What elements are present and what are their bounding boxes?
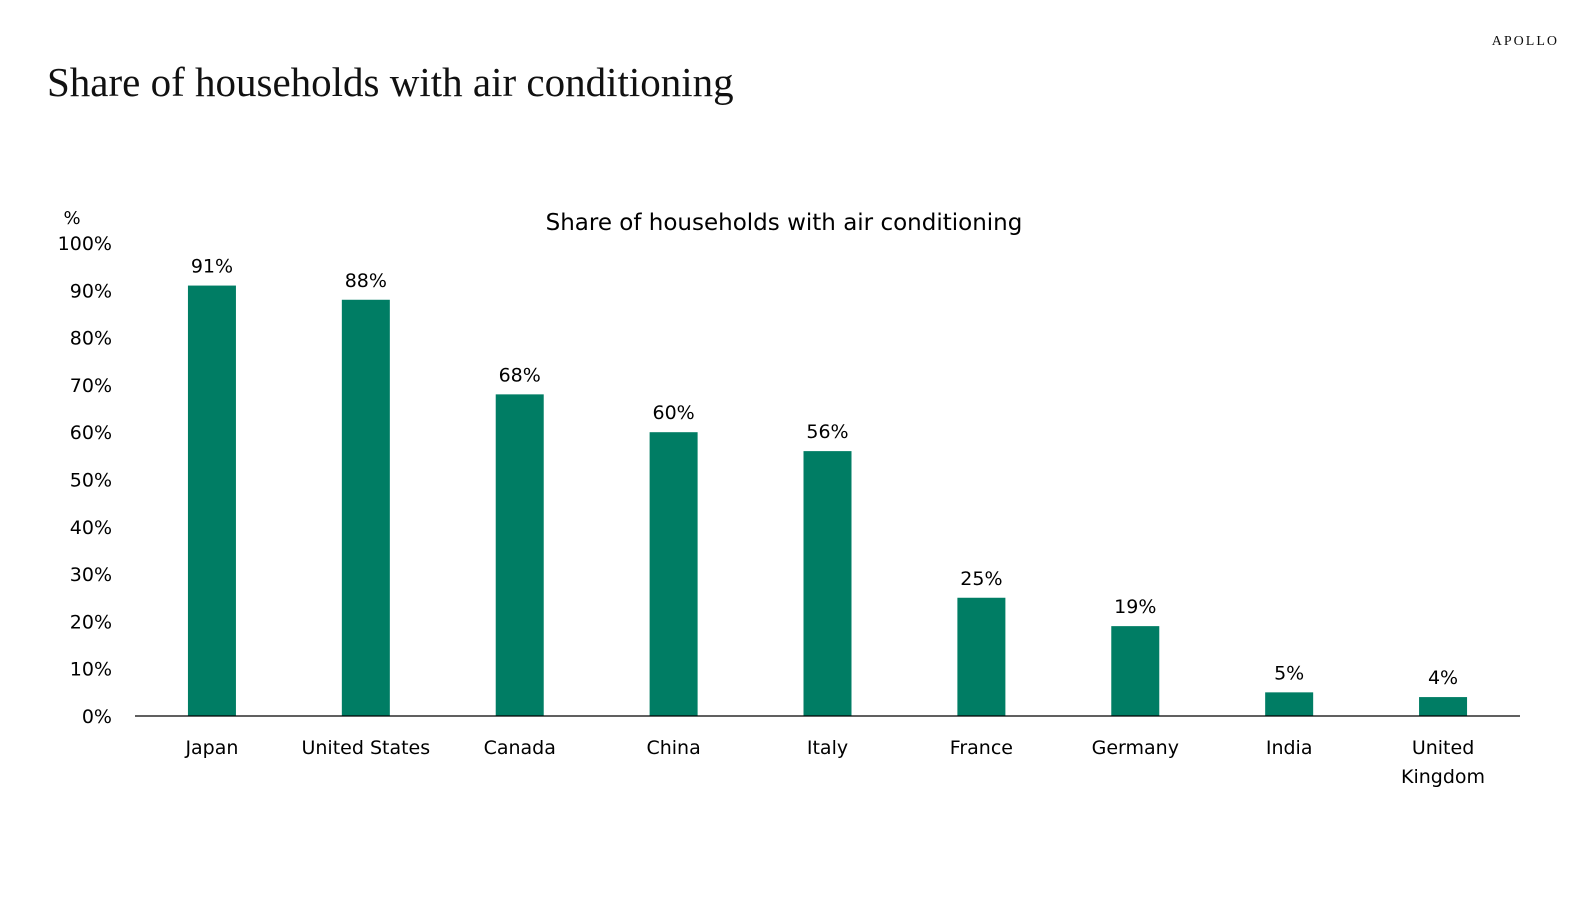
y-tick-label: 30% [70, 564, 112, 586]
bar-data-label: 68% [499, 364, 541, 386]
bar [187, 285, 236, 716]
y-tick-label: 20% [70, 611, 112, 633]
bar [649, 432, 698, 716]
x-tick-label: Canada [484, 737, 556, 759]
x-tick-label: United Kingdom [1401, 737, 1485, 788]
x-tick-label: Japan [184, 737, 238, 759]
x-axis-ticks: Japan United States Canada China Italy France… [184, 737, 1485, 788]
bar-data-label: 25% [960, 568, 1002, 590]
bar-data-label: 91% [191, 256, 233, 278]
bar-data-label: 88% [345, 270, 387, 292]
brand-logo: APOLLO [1491, 34, 1559, 49]
bar [1419, 697, 1468, 716]
y-tick-label: 40% [70, 517, 112, 539]
bar-data-label: 4% [1428, 667, 1458, 689]
y-axis-ticks: 0% 10% 20% 30% 40% 50% 60% 70% 80% 90% 100% [58, 233, 112, 728]
bar-data-label: 56% [806, 421, 848, 443]
y-tick-label: 70% [70, 375, 112, 397]
x-tick-label: France [950, 737, 1013, 759]
y-tick-label: 60% [70, 422, 112, 444]
y-tick-label: 10% [70, 659, 112, 681]
x-tick-label: Germany [1092, 737, 1179, 759]
y-tick-label: 50% [70, 470, 112, 492]
bar [1111, 626, 1160, 716]
chart-title: Share of households with air conditionin… [546, 210, 1023, 236]
x-tick-label: Italy [807, 737, 848, 759]
y-tick-label: 100% [58, 233, 112, 255]
bar-data-label: 5% [1274, 662, 1304, 684]
x-tick-label: United States [301, 737, 430, 759]
bar [957, 597, 1006, 716]
y-tick-label: 0% [82, 706, 112, 728]
bar [341, 299, 390, 716]
bar [495, 394, 544, 716]
bar-data-labels: 91% 88% 68% 60% 56% 25% 19% 5% 4% [191, 256, 1458, 690]
bar-data-label: 60% [652, 402, 694, 424]
y-axis-label: % [63, 208, 80, 229]
y-tick-label: 80% [70, 328, 112, 350]
y-tick-label: 90% [70, 280, 112, 302]
bar [1265, 692, 1314, 716]
bar-data-label: 19% [1114, 596, 1156, 618]
page-title: Share of households with air conditionin… [47, 59, 734, 105]
x-tick-label: India [1266, 737, 1313, 759]
bars [187, 285, 1468, 716]
bar [803, 451, 852, 716]
x-tick-label: China [646, 737, 700, 759]
